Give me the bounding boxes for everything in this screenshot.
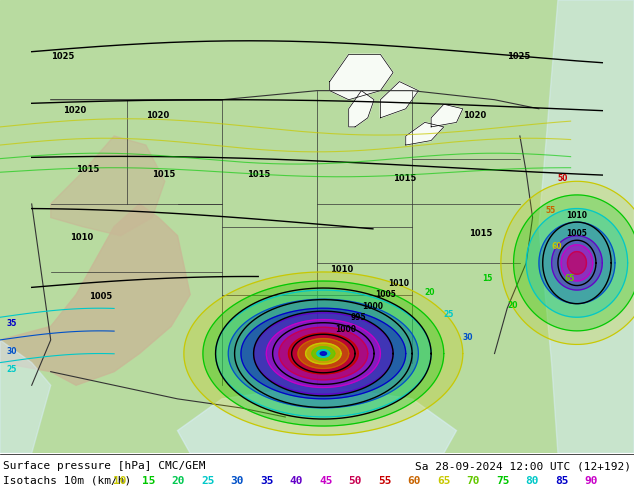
Text: 70: 70 (467, 476, 480, 486)
Polygon shape (216, 290, 431, 417)
Polygon shape (312, 347, 335, 360)
Text: 1010: 1010 (566, 211, 588, 220)
Text: 55: 55 (378, 476, 392, 486)
Polygon shape (51, 136, 165, 236)
Text: 25: 25 (444, 310, 454, 319)
Text: 1000: 1000 (335, 325, 356, 334)
Text: 1020: 1020 (463, 111, 486, 120)
Polygon shape (406, 122, 444, 145)
Text: 30: 30 (231, 476, 244, 486)
Polygon shape (380, 82, 418, 118)
Polygon shape (0, 204, 190, 385)
Text: Surface pressure [hPa] CMC/GEM: Surface pressure [hPa] CMC/GEM (3, 462, 205, 471)
Text: 1010: 1010 (388, 279, 410, 288)
Text: 1005: 1005 (567, 229, 587, 238)
Polygon shape (306, 343, 341, 364)
Text: 20: 20 (425, 288, 436, 296)
Text: 60: 60 (552, 242, 562, 251)
Text: 995: 995 (351, 314, 366, 322)
Text: 1005: 1005 (89, 292, 112, 301)
Text: 20: 20 (507, 301, 518, 310)
Text: 1015: 1015 (393, 174, 417, 183)
Polygon shape (184, 272, 463, 435)
Polygon shape (561, 245, 593, 281)
Polygon shape (539, 0, 634, 453)
Text: 1015: 1015 (247, 170, 271, 179)
Text: 1010: 1010 (70, 233, 93, 242)
Text: 55: 55 (545, 206, 555, 215)
Text: 10: 10 (113, 476, 126, 486)
Text: 40: 40 (290, 476, 303, 486)
Text: 1005: 1005 (375, 291, 396, 299)
Polygon shape (567, 251, 586, 274)
Text: 65: 65 (437, 476, 451, 486)
Polygon shape (539, 222, 615, 304)
Text: 50: 50 (349, 476, 362, 486)
Polygon shape (320, 352, 327, 355)
Polygon shape (0, 340, 51, 453)
Text: 1025: 1025 (51, 52, 74, 61)
Text: Sa 28-09-2024 12:00 UTC (12+192): Sa 28-09-2024 12:00 UTC (12+192) (415, 462, 631, 471)
Text: 25: 25 (6, 365, 16, 374)
Polygon shape (317, 350, 330, 357)
Text: 50: 50 (558, 174, 568, 183)
Text: 1015: 1015 (76, 165, 100, 174)
Text: 1020: 1020 (146, 111, 169, 120)
Text: 75: 75 (496, 476, 510, 486)
Text: 45: 45 (319, 476, 333, 486)
Text: 65: 65 (564, 274, 574, 283)
Text: 80: 80 (526, 476, 539, 486)
Polygon shape (288, 333, 358, 374)
Polygon shape (349, 91, 374, 127)
Polygon shape (241, 308, 406, 399)
Text: 25: 25 (201, 476, 215, 486)
Polygon shape (330, 54, 393, 99)
Polygon shape (203, 281, 444, 426)
Polygon shape (279, 327, 368, 380)
Polygon shape (552, 236, 602, 290)
Text: 85: 85 (555, 476, 569, 486)
Text: 15: 15 (142, 476, 156, 486)
Text: 1010: 1010 (330, 265, 353, 274)
Polygon shape (266, 319, 380, 388)
Text: 1015: 1015 (469, 229, 493, 238)
Polygon shape (178, 385, 456, 453)
Polygon shape (431, 104, 463, 127)
Text: 1000: 1000 (361, 302, 383, 311)
Polygon shape (526, 209, 628, 317)
Polygon shape (228, 299, 418, 408)
Text: Isotachs 10m (km/h): Isotachs 10m (km/h) (3, 476, 131, 486)
Text: 30: 30 (6, 346, 17, 356)
Polygon shape (514, 195, 634, 331)
Text: 35: 35 (260, 476, 274, 486)
Text: 30: 30 (463, 333, 474, 342)
Text: 15: 15 (482, 274, 492, 283)
Text: 35: 35 (6, 319, 16, 328)
Polygon shape (254, 313, 393, 394)
Text: 1025: 1025 (507, 52, 531, 61)
Text: 90: 90 (585, 476, 598, 486)
Polygon shape (501, 181, 634, 344)
Text: 1015: 1015 (152, 170, 176, 179)
Text: 60: 60 (408, 476, 421, 486)
Polygon shape (298, 339, 349, 368)
Text: 20: 20 (172, 476, 185, 486)
Text: 1020: 1020 (63, 106, 87, 115)
